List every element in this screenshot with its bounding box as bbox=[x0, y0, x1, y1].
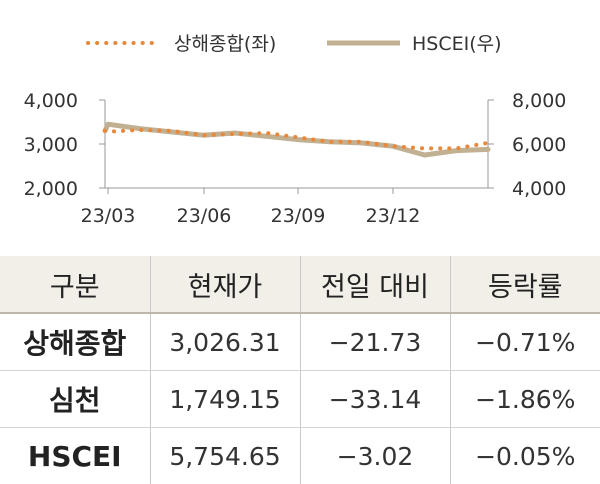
table-row: 심천 1,749.15 −33.14 −1.86% bbox=[0, 371, 600, 428]
row-change: −33.14 bbox=[300, 371, 450, 428]
table-row: 상해종합 3,026.31 −21.73 −0.71% bbox=[0, 313, 600, 371]
row-change: −21.73 bbox=[300, 313, 450, 371]
header-category: 구분 bbox=[0, 256, 150, 313]
row-rate: −1.86% bbox=[450, 371, 600, 428]
index-table: 구분 현재가 전일 대비 등락률 상해종합 3,026.31 −21.73 −0… bbox=[0, 256, 600, 484]
table-row: HSCEI 5,754.65 −3.02 −0.05% bbox=[0, 428, 600, 484]
row-name: 심천 bbox=[0, 371, 150, 428]
x-tick-label: 23/03 bbox=[81, 205, 136, 227]
row-price: 5,754.65 bbox=[150, 428, 300, 484]
y-left-tick-label: 3,000 bbox=[24, 134, 78, 156]
x-tick-label: 23/06 bbox=[177, 205, 232, 227]
series-line-hscei bbox=[105, 124, 488, 155]
row-change: −3.02 bbox=[300, 428, 450, 484]
x-tick-label: 23/09 bbox=[271, 205, 326, 227]
index-chart: 상해종합(좌) HSCEI(우) 4,000 3,000 2,000 8,000… bbox=[0, 0, 600, 250]
axis-tick-marks bbox=[99, 100, 494, 194]
x-tick-label: 23/12 bbox=[366, 205, 421, 227]
row-price: 3,026.31 bbox=[150, 313, 300, 371]
legend-label-shanghai: 상해종합(좌) bbox=[174, 33, 276, 55]
y-right-tick-label: 8,000 bbox=[512, 90, 566, 112]
header-rate: 등락률 bbox=[450, 256, 600, 313]
chart-legend: 상해종합(좌) HSCEI(우) bbox=[88, 33, 502, 55]
row-rate: −0.71% bbox=[450, 313, 600, 371]
header-change: 전일 대비 bbox=[300, 256, 450, 313]
legend-label-hscei: HSCEI(우) bbox=[412, 33, 502, 55]
header-price: 현재가 bbox=[150, 256, 300, 313]
y-right-tick-label: 4,000 bbox=[512, 178, 566, 200]
row-name: 상해종합 bbox=[0, 313, 150, 371]
y-left-tick-label: 4,000 bbox=[24, 90, 78, 112]
y-right-tick-label: 6,000 bbox=[512, 134, 566, 156]
table-header-row: 구분 현재가 전일 대비 등락률 bbox=[0, 256, 600, 313]
row-name: HSCEI bbox=[0, 428, 150, 484]
y-left-tick-label: 2,000 bbox=[24, 178, 78, 200]
row-price: 1,749.15 bbox=[150, 371, 300, 428]
row-rate: −0.05% bbox=[450, 428, 600, 484]
